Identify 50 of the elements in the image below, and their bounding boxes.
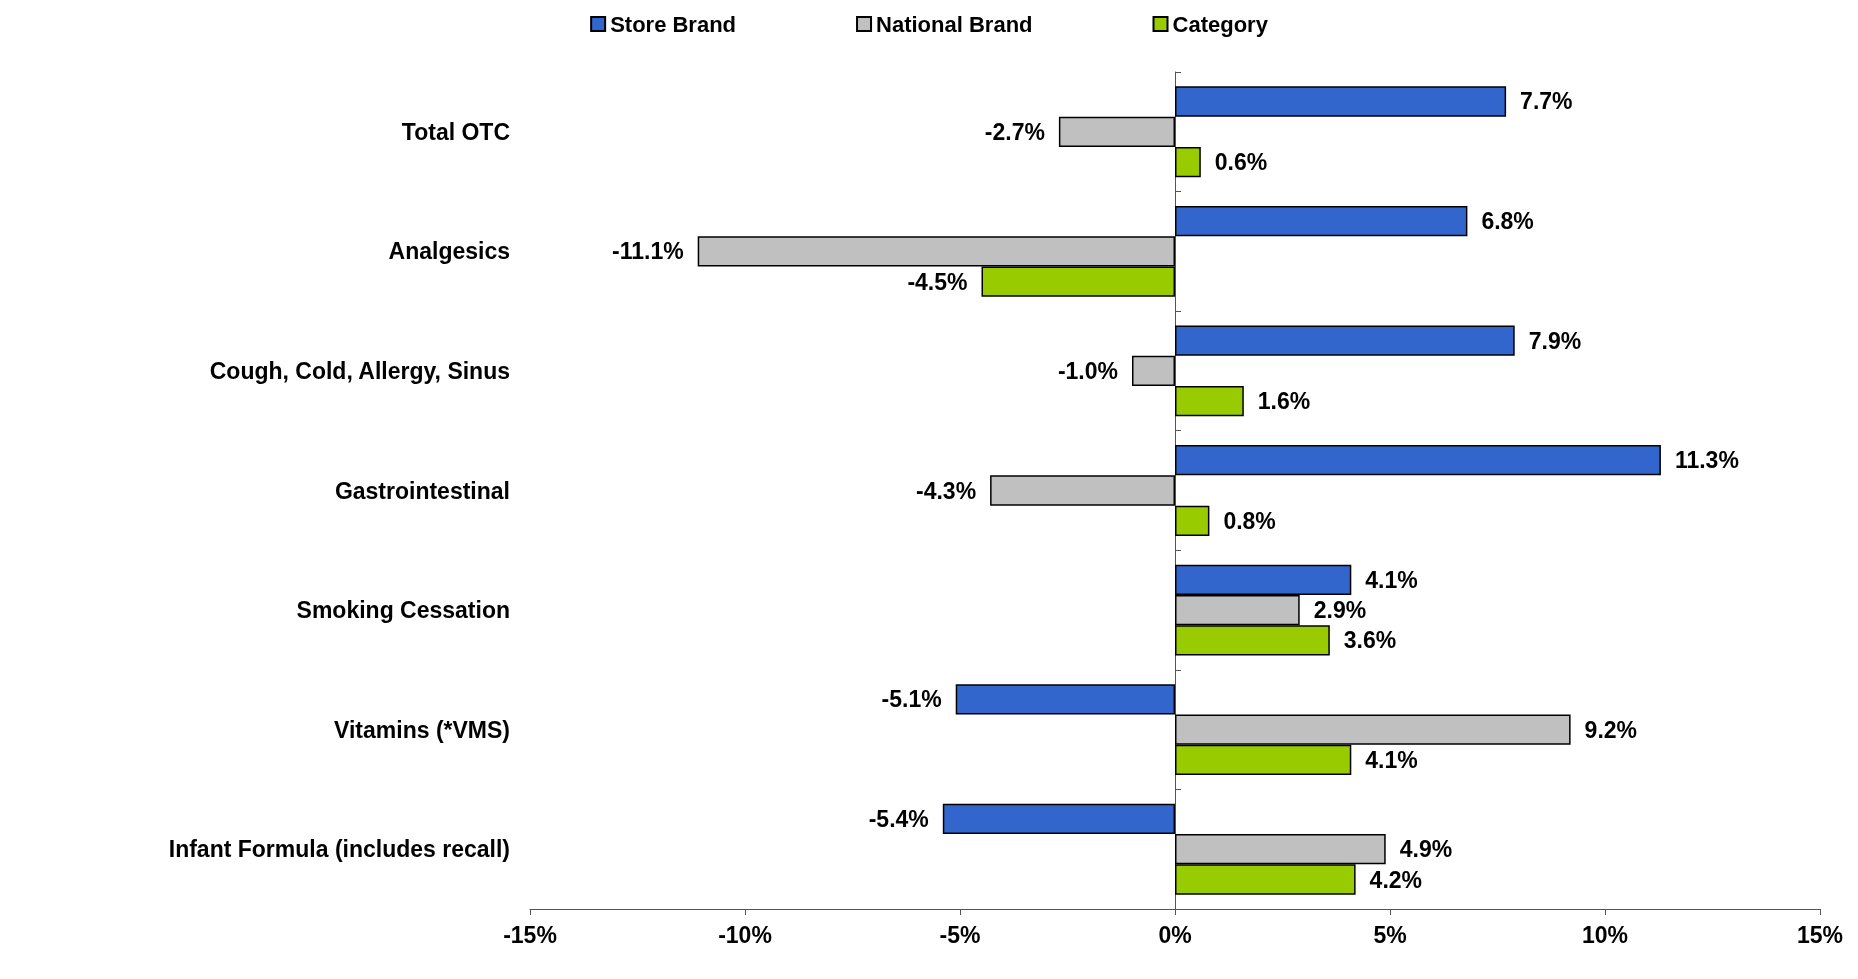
bar bbox=[955, 684, 1175, 715]
data-label: 6.8% bbox=[1481, 208, 1534, 235]
x-tick-label: -15% bbox=[503, 921, 557, 948]
data-label: -4.3% bbox=[916, 477, 977, 504]
bar bbox=[1132, 355, 1175, 387]
data-label: -5.4% bbox=[868, 805, 929, 832]
bar bbox=[990, 475, 1175, 506]
x-tick-label: 5% bbox=[1373, 921, 1407, 948]
data-label: 7.7% bbox=[1520, 88, 1573, 115]
data-label: 4.2% bbox=[1369, 866, 1423, 893]
data-label: 3.6% bbox=[1343, 627, 1397, 654]
x-tick-label: 15% bbox=[1796, 921, 1844, 948]
bar bbox=[1175, 205, 1468, 237]
bar bbox=[1175, 386, 1244, 417]
data-label: 4.1% bbox=[1365, 566, 1418, 593]
y-tick-label: Vitamins (*VMS) bbox=[334, 716, 510, 743]
y-tick-label: Total OTC bbox=[401, 118, 510, 145]
data-label: -5.1% bbox=[881, 686, 942, 713]
bar bbox=[1175, 445, 1661, 476]
x-tick-label: -5% bbox=[939, 921, 981, 948]
x-tick-label: 0% bbox=[1158, 921, 1192, 948]
data-label: 0.6% bbox=[1214, 149, 1268, 176]
bar bbox=[1175, 146, 1201, 178]
data-label: 9.2% bbox=[1584, 716, 1638, 743]
legend-label: National Brand bbox=[876, 11, 1033, 37]
x-tick-label: -10% bbox=[718, 921, 772, 948]
y-tick-label: Gastrointestinal bbox=[334, 477, 510, 504]
data-label: -11.1% bbox=[612, 238, 684, 265]
data-label: 4.1% bbox=[1365, 746, 1418, 773]
data-label: -1.0% bbox=[1057, 357, 1118, 384]
x-tick-label: 10% bbox=[1581, 921, 1629, 948]
data-label: 1.6% bbox=[1257, 388, 1311, 415]
data-label: 4.9% bbox=[1399, 836, 1453, 863]
data-label: 11.3% bbox=[1674, 447, 1739, 474]
y-tick-label: Smoking Cessation bbox=[296, 597, 510, 624]
data-label: 7.9% bbox=[1528, 327, 1582, 354]
bar bbox=[942, 803, 1175, 835]
y-tick-label: Analgesics bbox=[388, 238, 510, 265]
bar bbox=[1175, 505, 1210, 536]
data-label: -2.7% bbox=[984, 118, 1045, 145]
y-tick-label: Infant Formula (includes recall) bbox=[168, 836, 510, 863]
legend-label: Store Brand bbox=[610, 11, 737, 37]
data-label: 0.8% bbox=[1223, 507, 1276, 534]
bar bbox=[1058, 116, 1175, 147]
data-label: 2.9% bbox=[1313, 597, 1367, 624]
bar bbox=[1175, 86, 1507, 117]
bar bbox=[1175, 325, 1515, 356]
legend-label: Category bbox=[1172, 11, 1269, 37]
y-tick-label: Cough, Cold, Allergy, Sinus bbox=[209, 357, 510, 384]
data-label: -4.5% bbox=[907, 268, 968, 295]
